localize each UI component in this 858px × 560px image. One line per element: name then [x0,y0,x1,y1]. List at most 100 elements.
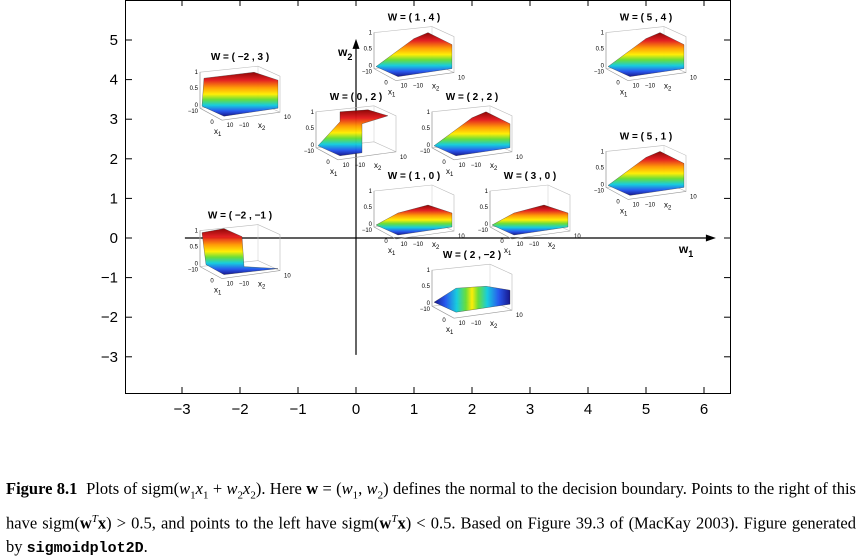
z-tick-label: 0.5 [596,47,605,53]
x-tick-label: 5 [642,401,650,418]
xy-tick-label: 0 [616,199,620,205]
z-tick-label: 0.5 [364,47,373,53]
inset-x2-label: x2 [374,161,382,172]
sigmoid-surface [375,32,453,77]
xy-tick-label: −10 [420,149,431,155]
xy-tick-label: −10 [645,84,656,90]
code-reference: sigmoidplot2D [26,539,144,557]
inset-x1-label: x1 [446,325,454,336]
xy-tick-label: −10 [478,228,489,234]
xy-tick-label: 10 [574,234,581,240]
z-tick-label: 1 [311,110,315,116]
x-tick-label: 4 [584,401,592,418]
xy-tick-label: 10 [343,163,350,169]
inset-title: W = ( −2 , −1 ) [208,211,272,222]
y-tick-label: 3 [110,111,118,128]
x-tick-label: 3 [526,401,534,418]
xy-tick-label: −10 [529,242,540,248]
z-tick-label: 0 [195,103,199,109]
z-tick-label: 0.5 [422,284,431,290]
xy-tick-label: −10 [471,321,482,327]
xy-tick-label: 10 [459,163,466,169]
xy-tick-label: 10 [401,242,408,248]
inset-x2-label: x2 [258,121,266,132]
xy-tick-label: 10 [458,76,465,82]
xy-tick-label: 10 [401,84,408,90]
inset-x2-label: x2 [258,280,266,291]
figure-label: Figure 8.1 [6,479,78,498]
inset-x1-label: x1 [620,206,628,217]
inset-x2-label: x2 [490,161,498,172]
xy-tick-label: 10 [516,155,523,161]
z-tick-label: 0 [601,64,605,70]
z-tick-label: 0 [427,143,431,149]
xy-tick-label: 10 [284,274,291,280]
y-tick-label: 0 [110,230,118,247]
xy-tick-label: 0 [616,81,620,87]
xy-tick-label: 10 [516,313,523,319]
z-tick-label: 0.5 [480,205,489,211]
z-tick-label: 0.5 [596,165,605,171]
sigmoid-surface [433,286,511,313]
inset-x1-label: x1 [330,167,338,178]
xy-tick-label: 10 [284,115,291,121]
inset-title: W = ( 1 , 4 ) [388,13,441,24]
xy-tick-label: 10 [227,282,234,288]
sigmoid-surface [607,151,685,196]
inset-title: W = ( 2 , −2 ) [443,250,501,261]
y-tick-label: −3 [101,349,118,366]
xy-tick-label: −10 [420,307,431,313]
inset-title: W = ( 2 , 2 ) [446,92,499,103]
xy-tick-label: −10 [645,202,656,208]
w2-axis-arrow [352,38,360,49]
xy-tick-label: 0 [442,160,446,166]
z-tick-label: 0.5 [364,205,373,211]
inset-x2-label: x2 [432,240,440,251]
sigmoid-surface [201,228,279,275]
xy-tick-label: −10 [239,282,250,288]
z-tick-label: 1 [427,268,431,274]
sigmoid-surface [491,204,569,236]
xy-tick-label: −10 [471,163,482,169]
sigmoid-surface [375,204,453,236]
inset-title: W = ( 0 , 2 ) [330,92,383,103]
z-tick-label: 1 [369,31,373,37]
xy-tick-label: −10 [239,123,250,129]
z-tick-label: 1 [601,149,605,155]
z-tick-label: 0.5 [422,126,431,132]
inset-x2-label: x2 [548,240,556,251]
xy-tick-label: 10 [690,194,697,200]
inset-title: W = ( −2 , 3 ) [211,52,269,63]
xy-tick-label: −10 [362,228,373,234]
figure-caption: Figure 8.1 Plots of sigm(w1x1 + w2x2). H… [6,479,856,557]
xy-tick-label: −10 [594,70,605,76]
inset-x1-label: x1 [214,286,222,297]
z-tick-label: 0.5 [190,245,199,251]
inset-x1-label: x1 [214,127,222,138]
inset-title: W = ( 5 , 4 ) [620,13,673,24]
xy-tick-label: 10 [517,242,524,248]
x-tick-label: −3 [173,401,190,418]
z-tick-label: 0 [369,64,373,70]
z-tick-label: 1 [485,189,489,195]
inset-title: W = ( 3 , 0 ) [504,171,557,182]
xy-tick-label: 10 [458,234,465,240]
inset-x1-label: x1 [620,88,628,99]
z-tick-label: 0 [311,143,315,149]
inset-x2-label: x2 [490,319,498,330]
xy-tick-label: 0 [384,239,388,245]
xy-tick-label: 0 [326,160,330,166]
z-tick-label: 0 [369,222,373,228]
y-tick-label: 5 [110,32,118,49]
xy-tick-label: −10 [362,70,373,76]
z-tick-label: 0 [485,222,489,228]
